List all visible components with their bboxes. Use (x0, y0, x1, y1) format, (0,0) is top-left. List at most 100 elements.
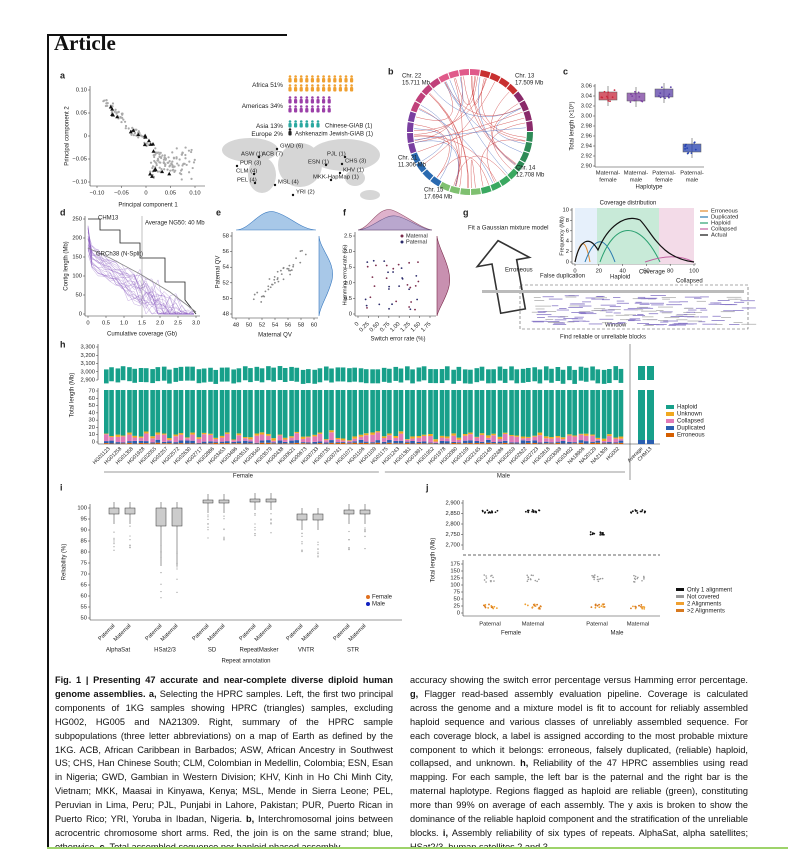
x-tick-label: 60 (643, 269, 649, 275)
read (649, 302, 664, 304)
join-chord (449, 79, 508, 174)
point (538, 509, 540, 512)
panel-letter: i (60, 482, 63, 492)
hprc-triangle (115, 114, 120, 119)
bar-segment (347, 440, 352, 442)
qv-point (292, 265, 295, 268)
bar-upper (444, 366, 450, 381)
chromosome-arc (470, 188, 481, 195)
label: HSat2/3 (154, 648, 176, 654)
qv-point (289, 273, 291, 276)
read (607, 323, 624, 325)
pca-point (113, 110, 116, 113)
read (640, 298, 657, 300)
bar-segment (224, 432, 230, 434)
read (683, 314, 696, 315)
bar-segment (224, 390, 230, 433)
point (529, 578, 532, 581)
person-head (299, 120, 303, 123)
bar-segment (479, 390, 485, 434)
y-tick-label: 3.06 (581, 84, 592, 90)
join-chord (418, 109, 494, 184)
bar-upper (236, 368, 242, 383)
read (591, 298, 604, 300)
bar-upper (335, 367, 341, 382)
group-name: Europe (251, 131, 273, 138)
pca-point (173, 170, 176, 174)
bar-segment (387, 440, 392, 443)
label: Maternal (207, 623, 227, 643)
person-head (288, 96, 292, 99)
error-point (408, 306, 411, 308)
y-tick-label: 70 (89, 389, 95, 395)
read (580, 313, 597, 315)
chromosome-arc (448, 70, 460, 79)
read (637, 296, 646, 298)
person-body (310, 78, 314, 83)
pca-point (164, 163, 167, 166)
qv-point (288, 269, 290, 272)
label: Paternal (479, 622, 501, 628)
error-point (387, 271, 389, 274)
box-point (634, 92, 637, 95)
bar-segment (444, 390, 450, 437)
point (589, 533, 592, 536)
landmass (360, 190, 380, 200)
point (634, 605, 637, 608)
bar-segment (549, 443, 554, 444)
y-tick-label: 2,900 (80, 378, 95, 384)
label: Reliability (%) (62, 544, 68, 581)
bar-segment (150, 436, 155, 439)
point (485, 575, 487, 577)
outlier (254, 513, 256, 515)
y-tick-label: 2,700 (445, 543, 460, 549)
label: Ashkenazim Jewish-GIAB (1) (295, 132, 373, 138)
pca-point (130, 133, 133, 136)
outlier (113, 541, 115, 543)
person-body (310, 99, 314, 104)
bar-segment (161, 434, 167, 442)
y-tick-label: 3,300 (80, 345, 95, 351)
bar-segment (300, 436, 306, 439)
point (483, 574, 486, 576)
y-tick-label: 200 (72, 236, 82, 242)
y-tick-label: 250 (72, 217, 82, 223)
group-label: Europe 2% (251, 131, 283, 138)
person-head (311, 96, 314, 99)
bar-segment (421, 434, 427, 436)
label: Total length (Mb) (70, 373, 76, 418)
bar-segment (433, 442, 439, 444)
label: CHM13 (98, 216, 119, 222)
point (643, 607, 646, 610)
read (588, 323, 603, 325)
outlier (176, 562, 178, 564)
read (605, 315, 614, 317)
label: Maternal (160, 623, 180, 643)
read (643, 297, 658, 299)
bar-segment (120, 435, 126, 437)
person-body (299, 78, 303, 83)
read (585, 297, 596, 299)
read (698, 321, 706, 323)
point (526, 580, 529, 583)
read (726, 296, 742, 298)
box-point (659, 96, 662, 99)
bar-segment (335, 442, 341, 443)
chromosome-arc (489, 72, 501, 83)
outlier (301, 543, 303, 545)
label: Duplicated (711, 215, 738, 221)
bar-segment (196, 390, 202, 438)
y-tick-label: −0.05 (72, 157, 87, 163)
bar-segment (375, 440, 381, 443)
box-point (607, 99, 610, 102)
x-tick-label: 0 (573, 269, 576, 275)
track (482, 290, 744, 293)
bar-segment (468, 443, 473, 444)
label: Paternal- (680, 171, 704, 177)
label: Maternal (301, 623, 321, 643)
y-tick-label: 54 (223, 265, 230, 271)
qv-point (264, 290, 267, 293)
pca-point (172, 156, 176, 159)
caption-bold: i, (442, 827, 449, 838)
bar-segment (236, 441, 242, 444)
